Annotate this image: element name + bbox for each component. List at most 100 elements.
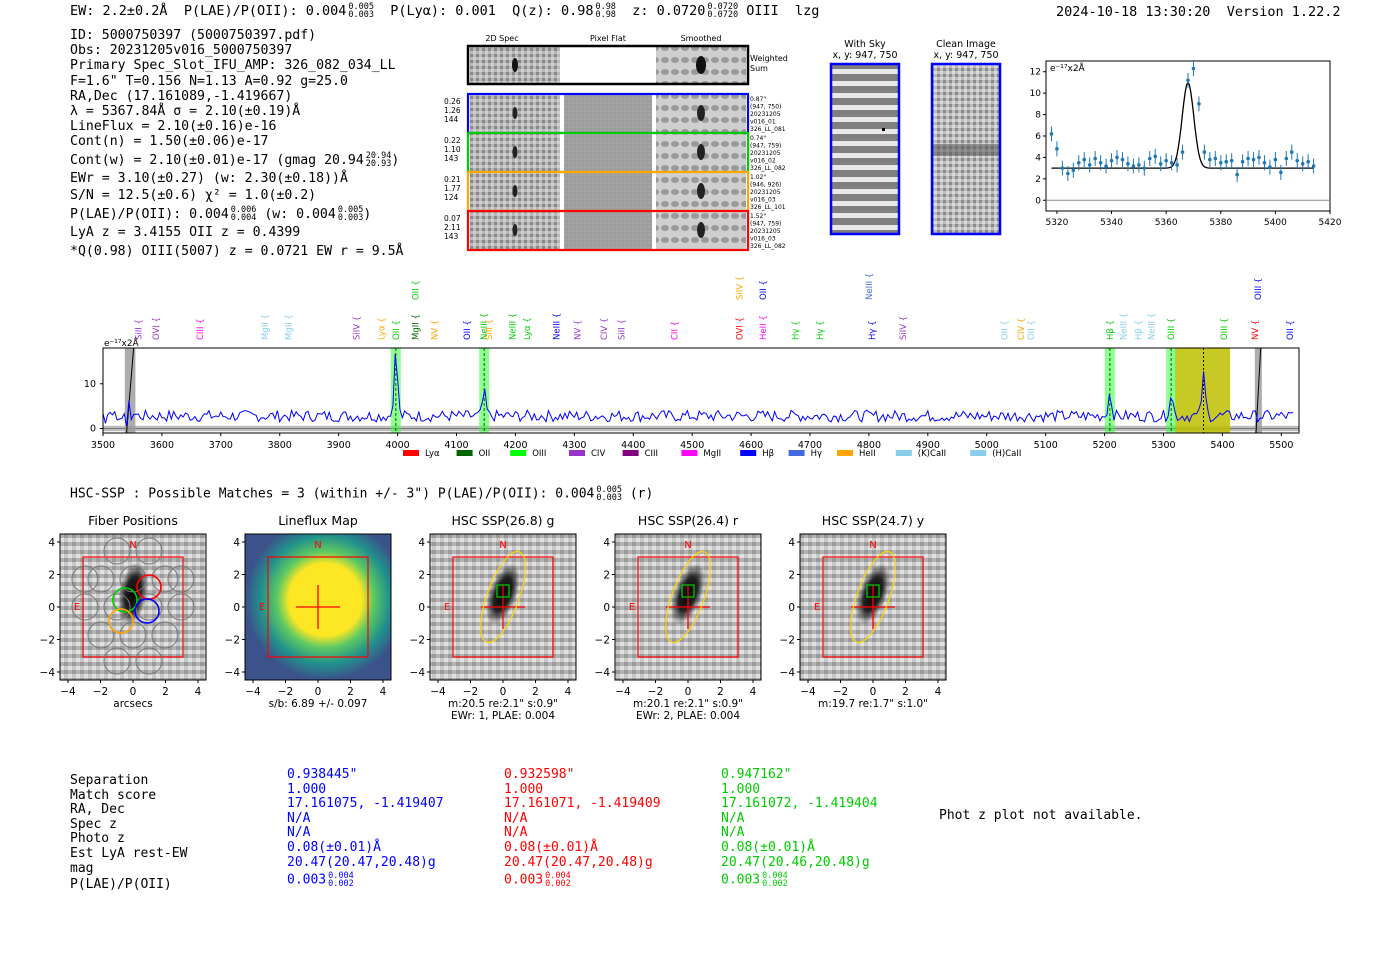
- table-cell-plae-sup: 0.004: [762, 871, 788, 882]
- zoom-ytick-label: 10: [1030, 89, 1041, 99]
- row-right-label: (947, 759): [750, 221, 781, 228]
- row-smooth-source: [697, 144, 705, 160]
- row-pixel-flat: [564, 212, 652, 249]
- with-sky-image: [832, 65, 898, 233]
- panel-ytick-label: 4: [788, 537, 795, 549]
- hsc-title-band: (r): [629, 486, 654, 502]
- panel-ytick-label: −2: [410, 635, 425, 647]
- zoom-point: [1191, 66, 1196, 71]
- spectrum-xtick-label: 4600: [739, 440, 763, 451]
- panel-caption: arcsecs: [113, 698, 152, 710]
- table-cell-ew: 0.08(±0.01)Å: [287, 839, 381, 855]
- panel-caption: m:20.1 re:2.1" s:0.9": [633, 698, 743, 710]
- zoom-point: [1235, 172, 1239, 177]
- spectrum-ytick-label: 10: [84, 379, 96, 390]
- with-sky-title: With Sky x, y: 947, 750: [830, 39, 900, 61]
- row-smooth-source: [697, 222, 705, 238]
- aperture-ellipse: [480, 550, 526, 644]
- line-marker-label: NeIII {: [865, 273, 875, 300]
- row-right-label: 326_LL_081: [750, 126, 786, 133]
- panel-ytick-label: 0: [603, 602, 610, 614]
- zoom-point: [1071, 168, 1076, 173]
- fiber-blue: [134, 598, 160, 624]
- table-cell-plae-frac: 0.004 0.002: [762, 871, 788, 889]
- zoom-point: [1224, 159, 1229, 164]
- row-left-label: 143: [444, 232, 459, 241]
- row-right-label: v016_01: [750, 119, 776, 126]
- table-cell-photoz: N/A: [721, 825, 745, 841]
- clean-image-band: [933, 144, 999, 156]
- header-plya: P(Lyα): 0.001: [390, 3, 496, 19]
- zoom-point: [1066, 171, 1070, 176]
- spectra-cutouts: 2D Spec Pixel Flat Smoothed Weighted Sum…: [444, 34, 788, 252]
- table-row-label: P(LAE)/P(OII): [70, 877, 172, 893]
- info-plae-sub: 0.004: [230, 213, 257, 224]
- panel-xtick-label: 4: [565, 686, 572, 698]
- line-marker-label: NV {: [1251, 320, 1261, 340]
- spectrum-ytick-label: 0: [90, 424, 96, 435]
- table-cell-plae-sup: 0.004: [545, 871, 571, 882]
- image-panel-2: HSC SSP(26.8) g N E 4 2 0 −2 −4 −4 −2 0 2 4 m:20.5 re…: [410, 513, 577, 722]
- spectrum-xtick-label: 5000: [975, 440, 999, 451]
- zoom-ytick-label: 0: [1035, 196, 1041, 206]
- info-plae-w-sup: 0.005: [337, 205, 364, 216]
- table-cell-plae: 0.003 0.004 0.002: [504, 871, 661, 889]
- spectrum-xtick-label: 5400: [1210, 440, 1234, 451]
- panel-ytick-label: 4: [233, 537, 240, 549]
- legend-swatch: [970, 450, 987, 456]
- line-marker-label: OII {: [1286, 320, 1296, 340]
- row-right-label: 326_LL_082: [750, 243, 786, 250]
- info-plae-text: P(LAE)/P(OII): 0.004: [70, 207, 229, 223]
- zoom-xtick-label: 5360: [1155, 218, 1178, 228]
- fiber-circle: [167, 593, 195, 621]
- aperture-box: [822, 556, 924, 658]
- fiber-circle: [135, 647, 163, 675]
- aperture-box: [637, 556, 739, 658]
- table-cell-photoz: N/A: [504, 825, 528, 841]
- hsc-title-frac: 0.005 0.003: [596, 486, 622, 503]
- spectrum-xtick-label: 5200: [1092, 440, 1116, 451]
- fiber-circle: [135, 537, 163, 565]
- header-z-sub: 0.0720: [707, 10, 739, 20]
- zoom-point: [1257, 155, 1261, 160]
- row-pixel-flat: [564, 95, 652, 132]
- with-sky-source: [882, 128, 885, 131]
- panel-group: Fiber Positions N E 4 2 0 −2 −4 −4 −2 0 2 4 arcsecs Li…: [40, 513, 947, 722]
- zoom-point: [1229, 158, 1234, 163]
- row-right-label: v016_02: [750, 158, 776, 165]
- zoom-point: [1268, 165, 1272, 169]
- panel-ytick-label: −4: [595, 667, 611, 679]
- line-marker-label: SiII {: [134, 319, 144, 340]
- spectrum-ylabel: e⁻¹⁷x2Å: [104, 337, 140, 349]
- row-left-label: 0.21: [444, 175, 461, 184]
- fiber-green: [112, 587, 138, 613]
- zoom-point: [1060, 166, 1065, 170]
- zoom-ytick-label: 4: [1035, 153, 1041, 163]
- zoom-point: [1246, 156, 1250, 161]
- info-plae-sup: 0.006: [230, 205, 257, 216]
- row-left-label: 1.77: [444, 184, 461, 193]
- line-marker-label: NeIII {: [508, 313, 518, 340]
- row-right-label: v016_03: [750, 236, 776, 243]
- legend-swatch: [788, 450, 805, 456]
- table-cell-mag: 20.47(20.47,20.48)g: [287, 854, 436, 870]
- aperture-box: [267, 556, 369, 658]
- row-right-label: (946, 926): [750, 182, 781, 189]
- spectrum-xtick-label: 3900: [327, 440, 351, 451]
- panel-xtick-label: −2: [93, 686, 108, 698]
- panel-xtick-label: 0: [130, 686, 137, 698]
- panel-xtick-label: 0: [500, 686, 507, 698]
- legend-label: (H)CaII: [992, 449, 1021, 459]
- line-marker-label: Hβ {: [1135, 320, 1145, 340]
- fiber-circle: [71, 565, 99, 593]
- zoom-ytick-label: 8: [1035, 111, 1041, 121]
- row-2d-source: [512, 107, 518, 119]
- match-table-labels: Separation Match score RA, Dec Spec z Photo …: [70, 773, 187, 893]
- header-ew: EW: 2.2±0.2Å: [70, 3, 168, 19]
- info-id: ID: 5000750397 (5000750397.pdf): [70, 28, 317, 43]
- header-plae-sup: 0.005: [348, 2, 374, 12]
- source-box: [866, 584, 880, 598]
